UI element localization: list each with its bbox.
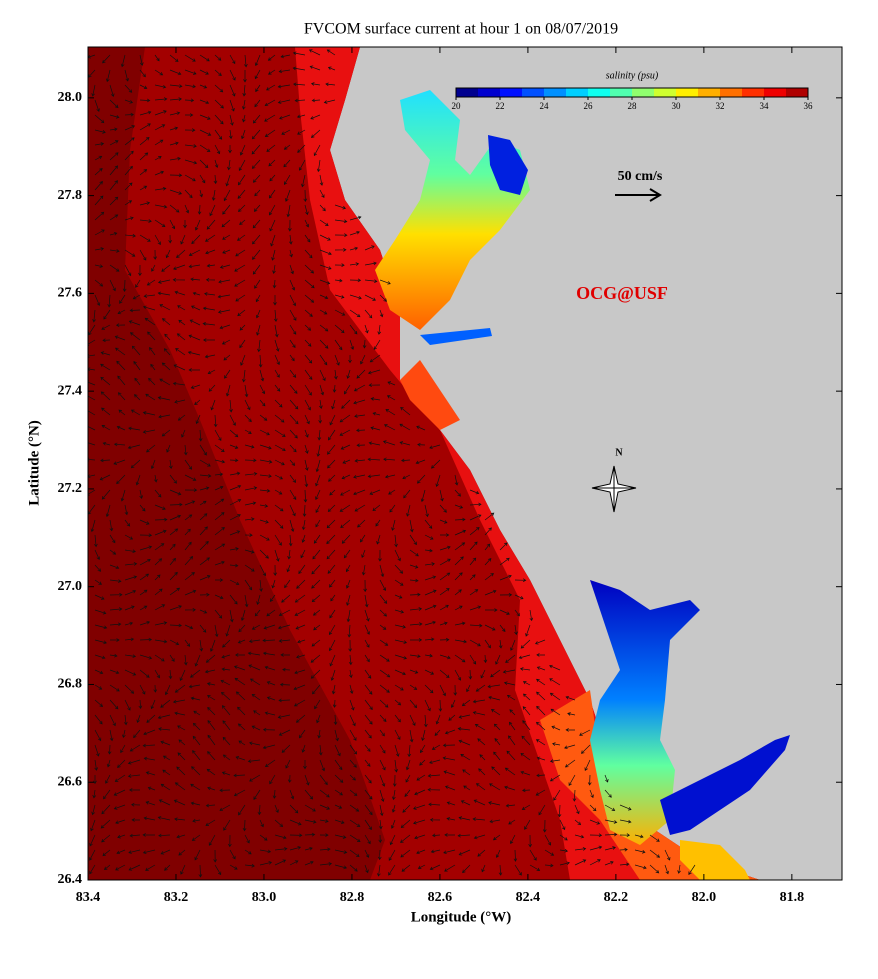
y-tick-label: 27.0 <box>58 579 83 594</box>
colorbar-segment <box>632 88 655 97</box>
y-tick-label: 26.4 <box>58 872 83 887</box>
x-axis-title: Longitude (°W) <box>411 909 512 925</box>
y-tick-label: 26.6 <box>58 774 83 789</box>
compass: N <box>591 447 637 513</box>
x-tick-label: 83.2 <box>164 890 189 905</box>
x-tick-label: 82.0 <box>692 890 717 905</box>
map-title: FVCOM surface current at hour 1 on 08/07… <box>304 21 618 38</box>
colorbar-tick-label: 20 <box>452 101 462 111</box>
colorbar-segment <box>500 88 523 97</box>
colorbar-segment <box>522 88 545 97</box>
map-area <box>88 47 842 880</box>
y-tick-label: 27.6 <box>58 286 83 301</box>
x-tick-label: 83.0 <box>252 890 277 905</box>
current-vectors <box>88 49 696 878</box>
charlotte-harbor <box>590 580 700 845</box>
colorbar-segment <box>544 88 567 97</box>
x-tick-label: 82.4 <box>516 890 541 905</box>
colorbar-tick-label: 28 <box>628 101 638 111</box>
y-tick-label: 27.2 <box>58 481 83 496</box>
credit: OCG@USF <box>576 283 668 303</box>
coastal-water <box>295 47 760 880</box>
colorbar-title: salinity (psu) <box>606 70 659 81</box>
colorbar-segment <box>654 88 677 97</box>
colorbar-segment <box>478 88 501 97</box>
x-tick-label: 83.4 <box>76 890 101 905</box>
colorbar-tick-label: 34 <box>760 101 770 111</box>
colorbar-tick-label: 22 <box>496 101 505 111</box>
colorbar-segment <box>786 88 809 97</box>
colorbar-tick-label: 32 <box>716 101 725 111</box>
compass-label: N <box>615 447 623 458</box>
colorbar-tick-label: 36 <box>804 101 814 111</box>
tampa-bay-upper <box>488 135 528 195</box>
colorbar-segment <box>764 88 787 97</box>
x-tick-label: 82.8 <box>340 890 365 905</box>
y-tick-label: 27.8 <box>58 188 83 203</box>
x-tick-label: 81.8 <box>780 890 805 905</box>
y-tick-label: 26.8 <box>58 677 83 692</box>
colorbar-segment <box>698 88 721 97</box>
current-vector-field <box>88 49 696 878</box>
colorbar-tick-label: 30 <box>672 101 682 111</box>
caloosahatchee <box>660 735 790 835</box>
scale-label: 50 cm/s <box>618 169 663 184</box>
x-tick-label: 82.6 <box>428 890 453 905</box>
nearshore-water <box>400 360 460 430</box>
y-axis-title: Latitude (°N) <box>26 420 42 506</box>
colorbar-segment <box>588 88 611 97</box>
y-tick-label: 27.4 <box>58 383 83 398</box>
x-tick-label: 82.2 <box>604 890 629 905</box>
colorbar: 20 22 24 26 28 30 32 34 36 <box>452 87 814 111</box>
plot-frame <box>87 46 843 881</box>
colorbar-segment <box>610 88 633 97</box>
colorbar-segment <box>720 88 743 97</box>
colorbar-tick-label: 26 <box>584 101 594 111</box>
colorbar-tick-label: 24 <box>540 101 550 111</box>
colorbar-segment <box>742 88 765 97</box>
scale-arrow-head <box>649 188 662 202</box>
river <box>420 328 492 345</box>
estero-bay <box>680 840 750 880</box>
colorbar-segment <box>456 88 479 97</box>
y-tick-label: 28.0 <box>58 90 83 105</box>
offshore-water <box>88 47 385 880</box>
colorbar-segment <box>566 88 589 97</box>
colorbar-segment <box>676 88 699 97</box>
compass-axes <box>592 466 636 512</box>
